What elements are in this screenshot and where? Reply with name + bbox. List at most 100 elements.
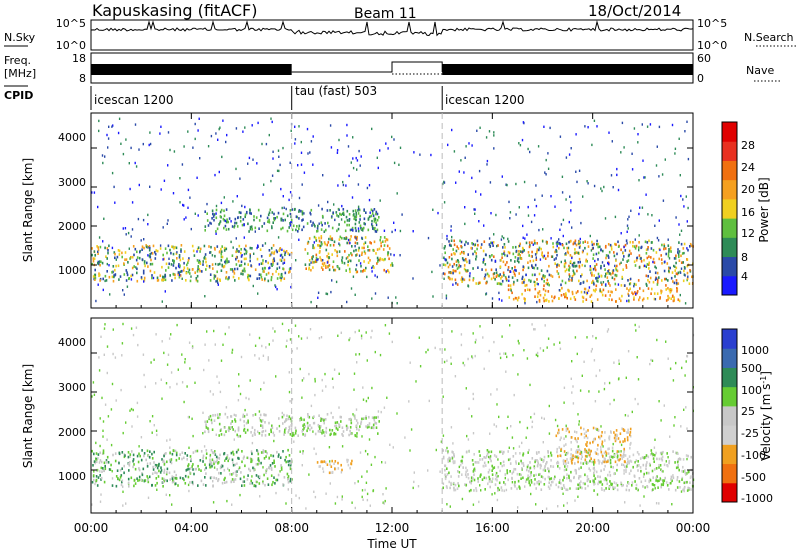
data-cell xyxy=(115,475,118,478)
data-cell xyxy=(525,241,528,245)
data-cell xyxy=(321,431,323,435)
data-cell xyxy=(142,142,144,146)
data-cell xyxy=(276,267,278,270)
data-cell xyxy=(152,465,154,469)
data-cell xyxy=(373,416,376,419)
data-cell xyxy=(565,295,567,298)
data-cell xyxy=(172,252,175,256)
data-cell xyxy=(577,460,579,464)
data-cell xyxy=(604,268,606,271)
data-cell xyxy=(479,473,482,477)
data-cell xyxy=(497,458,499,461)
data-cell xyxy=(189,481,191,484)
data-cell xyxy=(240,255,243,258)
data-cell xyxy=(477,480,479,483)
data-cell xyxy=(434,346,436,350)
data-cell xyxy=(555,257,557,260)
data-cell xyxy=(598,462,600,465)
data-cell xyxy=(111,275,114,279)
data-cell xyxy=(240,272,242,276)
data-cell xyxy=(96,484,99,487)
data-cell xyxy=(568,476,570,480)
data-cell xyxy=(516,298,519,302)
data-cell xyxy=(447,451,449,455)
data-cell xyxy=(154,252,157,256)
freq-line xyxy=(291,61,443,73)
data-cell xyxy=(127,451,130,454)
data-cell xyxy=(255,480,257,484)
data-cell xyxy=(236,249,239,253)
data-cell xyxy=(211,217,213,220)
data-cell xyxy=(345,269,347,272)
data-cell xyxy=(327,265,329,269)
data-cell xyxy=(652,248,655,252)
data-cell xyxy=(310,261,312,264)
data-cell xyxy=(660,485,662,489)
data-cell xyxy=(499,469,501,473)
data-cell xyxy=(477,461,480,464)
data-cell xyxy=(303,212,305,215)
data-cell xyxy=(468,278,471,282)
data-cell xyxy=(545,173,547,176)
data-cell xyxy=(348,223,350,227)
data-cell xyxy=(276,215,278,219)
data-cell xyxy=(363,246,365,250)
data-cell xyxy=(235,167,237,171)
data-cell xyxy=(289,161,291,164)
data-cell xyxy=(137,262,139,266)
data-cell xyxy=(491,473,494,476)
data-cell xyxy=(228,429,230,433)
data-cell xyxy=(249,482,251,485)
data-cell xyxy=(533,482,536,486)
data-cell xyxy=(550,451,552,455)
data-cell xyxy=(645,463,648,466)
data-cell xyxy=(310,140,313,143)
data-cell xyxy=(592,279,594,283)
data-cell xyxy=(375,230,378,233)
data-cell xyxy=(348,267,351,271)
data-cell xyxy=(125,269,128,272)
data-cell xyxy=(208,245,210,248)
data-cell xyxy=(662,450,664,454)
data-cell xyxy=(239,477,242,481)
data-cell xyxy=(532,243,534,246)
data-cell xyxy=(160,188,162,191)
data-cell xyxy=(572,242,575,246)
data-cell xyxy=(509,457,511,461)
data-cell xyxy=(141,258,144,261)
data-cell xyxy=(461,250,463,254)
data-cell xyxy=(189,279,192,283)
data-cell xyxy=(621,455,623,458)
data-cell xyxy=(492,244,494,247)
data-cell xyxy=(646,241,649,244)
data-cell xyxy=(337,334,339,337)
data-cell xyxy=(466,260,468,264)
data-cell xyxy=(507,237,509,241)
data-cell xyxy=(366,492,369,496)
data-cell xyxy=(213,329,215,333)
data-cell xyxy=(247,474,249,477)
data-cell xyxy=(527,464,529,467)
data-cell xyxy=(215,132,217,135)
data-cell xyxy=(665,481,668,484)
data-cell xyxy=(185,216,187,219)
data-cell xyxy=(591,281,593,284)
data-cell xyxy=(267,279,270,283)
data-cell xyxy=(132,458,135,461)
data-cell xyxy=(667,287,669,290)
data-cell xyxy=(219,262,221,266)
data-cell xyxy=(303,418,305,422)
data-cell xyxy=(365,415,367,418)
data-cell xyxy=(271,272,274,276)
data-cell xyxy=(245,421,248,425)
data-cell xyxy=(503,274,505,277)
data-cell xyxy=(282,262,284,265)
data-cell xyxy=(472,432,475,435)
data-cell xyxy=(497,244,499,247)
data-cell xyxy=(349,228,352,232)
data-cell xyxy=(254,354,256,357)
data-cell xyxy=(220,208,223,212)
data-cell xyxy=(638,179,640,182)
data-cell xyxy=(204,343,206,346)
data-cell xyxy=(472,242,474,246)
